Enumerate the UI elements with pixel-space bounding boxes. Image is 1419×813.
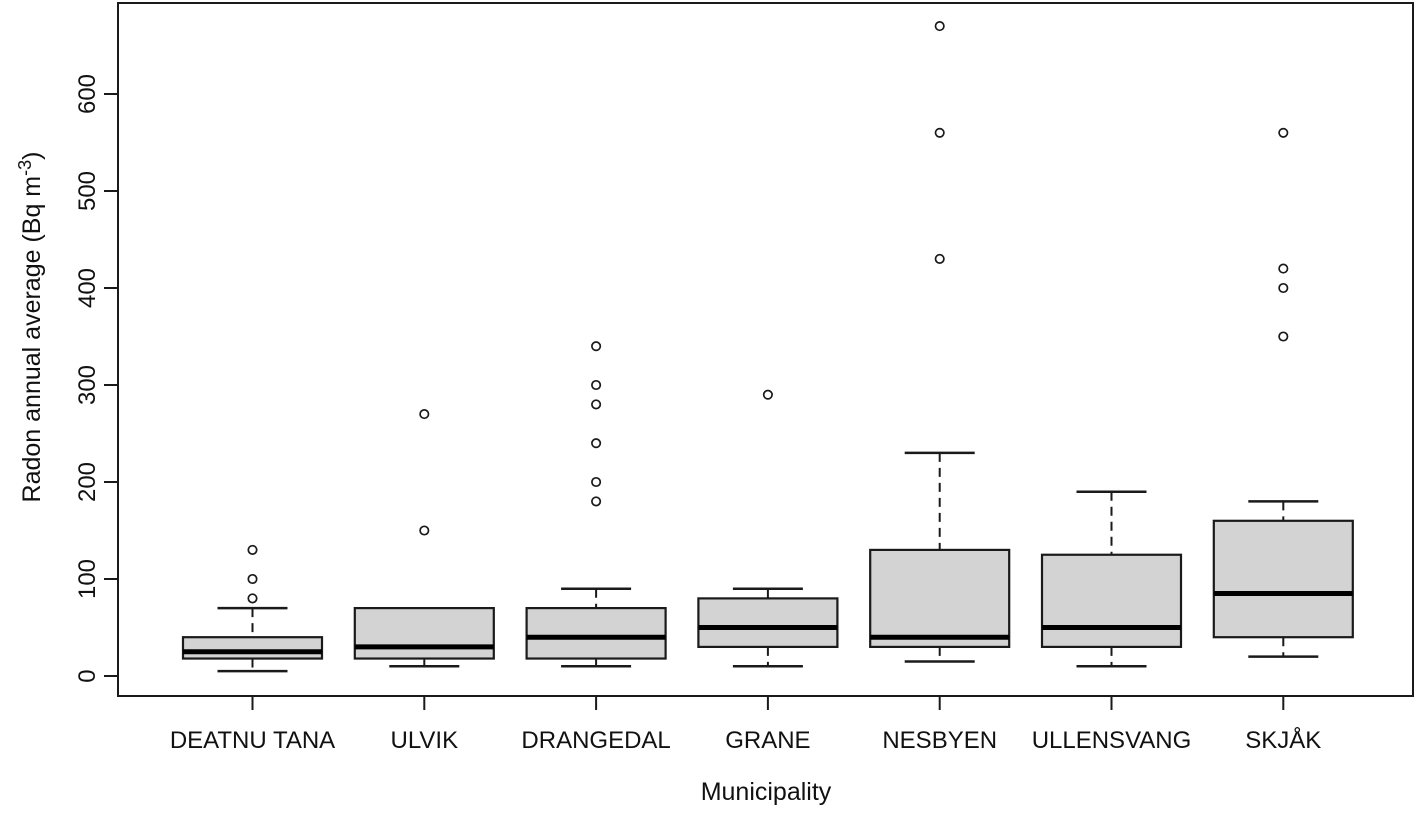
outlier-point-grane: [762, 389, 773, 400]
outlier-point-drangedal: [591, 379, 602, 391]
box-drangedal: [525, 606, 667, 660]
x-axis-title: Municipality: [701, 778, 832, 806]
outlier-point-skjak: [1278, 263, 1289, 274]
box-ullensvang: [1040, 553, 1183, 649]
box-skjak: [1212, 519, 1354, 639]
x-axis-category-label: GRANE: [725, 727, 810, 754]
outlier-point-deatnu-tana: [247, 593, 258, 604]
outlier-point-skjak: [1278, 331, 1289, 342]
y-axis-title-close: ): [18, 152, 46, 160]
y-axis-tick-label: 200: [74, 462, 101, 502]
x-axis-category-label: DEATNU TANA: [170, 727, 335, 754]
outlier-point-ulvik: [419, 525, 430, 536]
box-nesbyen: [869, 548, 1011, 649]
x-axis-category-label: DRANGEDAL: [521, 727, 670, 754]
box-grane: [697, 597, 839, 649]
y-axis-title: Radon annual average (Bq m-3): [15, 152, 46, 503]
outlier-point-drangedal: [591, 476, 602, 488]
outlier-point-nesbyen: [934, 127, 945, 138]
outlier-point-ulvik: [419, 409, 430, 420]
y-axis-tick-label: 600: [74, 74, 101, 114]
box-ulvik: [353, 606, 495, 660]
outlier-point-drangedal: [591, 438, 602, 449]
x-axis-category-label: NESBYEN: [882, 727, 997, 754]
box-deatnu-tana: [181, 636, 324, 660]
outlier-point-nesbyen: [934, 21, 945, 32]
x-axis-category-label: ULLENSVANG: [1032, 727, 1192, 754]
outlier-point-skjak: [1278, 127, 1289, 138]
outlier-point-drangedal: [591, 496, 602, 507]
y-axis-tick-label: 100: [74, 559, 101, 599]
outlier-point-skjak: [1278, 282, 1289, 294]
y-axis-title-superscript: -3: [15, 160, 35, 176]
outlier-point-nesbyen: [934, 253, 945, 264]
plot-frame: [117, 2, 1414, 697]
y-axis-tick-label: 0: [74, 669, 101, 682]
y-axis-tick-label: 500: [74, 171, 101, 211]
outlier-point-deatnu-tana: [247, 544, 258, 555]
outlier-point-drangedal: [591, 341, 602, 352]
y-axis-title-base: Radon annual average (Bq m: [18, 176, 46, 503]
x-axis-category-label: ULVIK: [391, 727, 459, 754]
x-axis-category-label: SKJÅK: [1245, 726, 1321, 754]
outlier-point-drangedal: [591, 399, 602, 410]
y-axis-tick-label: 400: [74, 268, 101, 308]
outlier-point-deatnu-tana: [247, 573, 258, 585]
y-axis-tick-label: 300: [74, 365, 101, 405]
